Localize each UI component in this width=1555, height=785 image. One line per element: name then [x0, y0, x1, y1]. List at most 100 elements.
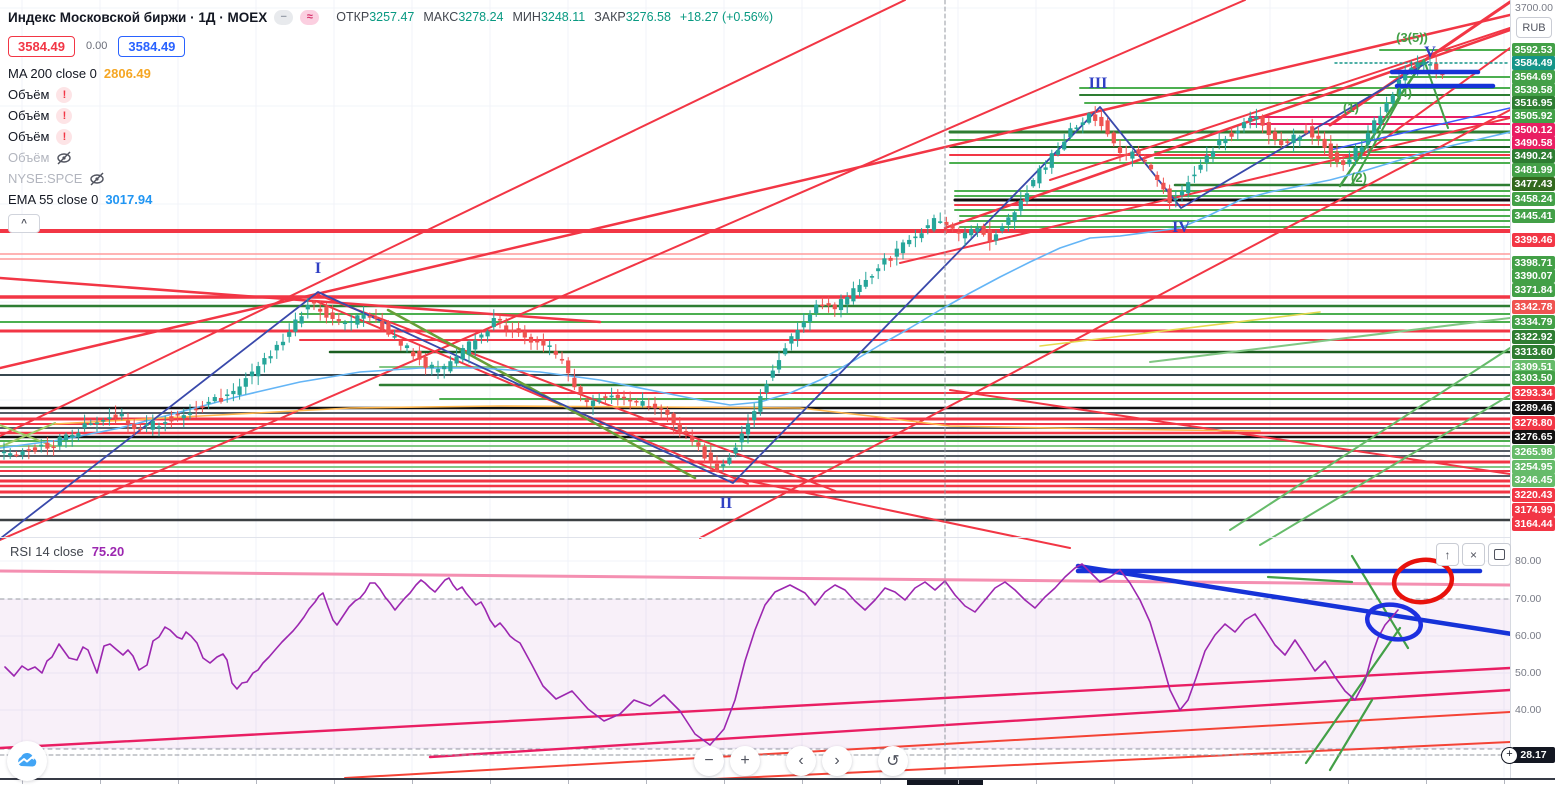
candle-body — [107, 417, 112, 419]
high-value: 3278.24 — [458, 10, 504, 24]
chart-plot-area[interactable]: I II III IV V (3(5)) (4) (1) (2) — [0, 0, 1510, 785]
candle-body — [1080, 122, 1085, 126]
candle-body — [510, 329, 515, 332]
rsi-red-line — [649, 741, 1510, 783]
scroll-left-button[interactable]: ‹ — [786, 746, 816, 776]
candle-body — [1254, 116, 1259, 120]
zoom-in-button[interactable]: + — [730, 746, 760, 776]
price-axis-label: 3505.92 — [1512, 109, 1555, 123]
candle-body — [1334, 152, 1340, 163]
price-axis-label: 3445.41 — [1512, 209, 1555, 223]
error-icon[interactable]: ! — [56, 86, 73, 103]
move-pane-up-button[interactable]: ↑ — [1436, 543, 1459, 566]
approx-price-icon[interactable]: ≈ — [300, 9, 320, 25]
rsi-band — [0, 599, 1510, 749]
low-label: МИН — [512, 10, 541, 24]
candle-body — [938, 221, 943, 223]
price-axis-label: 3334.79 — [1512, 315, 1555, 329]
maximize-pane-button[interactable] — [1488, 543, 1511, 566]
rsi-axis-tick: 80.00 — [1515, 555, 1542, 567]
candle-body — [355, 315, 360, 325]
price-axis-label: 3592.53 — [1512, 43, 1555, 57]
indicator-ema55-label[interactable]: EMA 55 close 0 — [8, 192, 99, 207]
indicator-spce-label[interactable]: NYSE:SPCE — [8, 171, 83, 186]
candle-body — [318, 308, 323, 312]
symbol-title[interactable]: Индекс Московской биржи · 1Д · MOEX — [8, 9, 268, 25]
price-axis[interactable]: 3700.00 RUB 3592.53 3584.49 3564.69 3539.58… — [1501, 0, 1555, 785]
close-pane-button[interactable]: × — [1462, 543, 1485, 566]
candle-body — [287, 332, 292, 337]
open-label: ОТКР — [336, 10, 370, 24]
sell-button[interactable]: 3584.49 — [8, 35, 75, 57]
candle-body — [1186, 182, 1191, 194]
candle-body — [690, 436, 695, 442]
hand-drawn-blue-circle — [1364, 602, 1424, 642]
candle-body — [330, 312, 335, 319]
reset-chart-button[interactable]: ↺ — [878, 746, 908, 776]
candle-body — [566, 360, 571, 374]
buy-button[interactable]: 3584.49 — [118, 35, 186, 57]
time-axis-tick — [1270, 780, 1271, 784]
candle-body — [1310, 126, 1315, 138]
indicator-volume3-label[interactable]: Объём — [8, 129, 50, 144]
time-axis[interactable] — [0, 778, 1555, 785]
candle-body — [789, 336, 794, 344]
price-axis-label: 3584.49 — [1512, 56, 1555, 70]
rsi-label[interactable]: RSI 14 close — [10, 544, 84, 559]
change-value: +18.27 (+0.56%) — [679, 10, 774, 24]
candle-body — [993, 234, 999, 241]
time-axis-tick — [1348, 780, 1349, 784]
indicator-volume2-label[interactable]: Объём — [8, 108, 50, 123]
candle-body — [683, 431, 689, 433]
price-axis-label: 3371.84 — [1512, 283, 1555, 297]
price-axis-label: 3303.50 — [1512, 371, 1555, 385]
candle-body — [1024, 193, 1030, 202]
rsi-pink-line — [0, 569, 1510, 587]
price-axis-label: 3490.58 — [1512, 136, 1555, 150]
price-axis-label: 3398.71 — [1512, 256, 1555, 270]
eye-off-icon[interactable] — [56, 150, 72, 166]
error-icon[interactable]: ! — [56, 128, 73, 145]
candle-body — [975, 227, 980, 232]
candle-body — [1260, 116, 1265, 126]
rsi-thick-blue-line — [1075, 563, 1510, 636]
indicator-ma200-label[interactable]: MA 200 close 0 — [8, 66, 97, 81]
candle-body — [26, 449, 31, 451]
candle-body — [293, 319, 298, 332]
candle-body — [845, 297, 850, 305]
scroll-right-button[interactable]: › — [822, 746, 852, 776]
collapse-legend-icon[interactable]: − — [274, 9, 294, 25]
trend-line — [1229, 347, 1510, 531]
candle-body — [1359, 147, 1364, 152]
time-axis-tick — [1426, 780, 1427, 784]
error-icon[interactable]: ! — [56, 107, 73, 124]
trend-line — [0, 0, 1246, 541]
candle-body — [1285, 141, 1290, 143]
time-axis-tick — [334, 780, 335, 784]
candle-body — [20, 451, 25, 455]
add-alert-icon[interactable]: + — [1501, 747, 1518, 764]
candle-body — [721, 464, 726, 467]
indicator-volume4-label[interactable]: Объём — [8, 150, 50, 165]
zoom-out-button[interactable]: − — [694, 746, 724, 776]
candle-body — [1223, 138, 1228, 144]
candle-body — [535, 340, 540, 343]
wave-label: I — [315, 260, 321, 277]
currency-button[interactable]: RUB — [1516, 17, 1552, 38]
candle-body — [125, 420, 131, 424]
collapse-indicators-button[interactable]: ^ — [8, 214, 40, 233]
price-axis-label: 3164.44 — [1512, 517, 1555, 531]
eye-off-icon[interactable] — [89, 171, 105, 187]
candle-body — [8, 453, 13, 456]
price-axis-label: 3278.80 — [1512, 416, 1555, 430]
candle-body — [900, 242, 906, 254]
tradingview-logo[interactable] — [7, 741, 47, 781]
candle-body — [776, 360, 782, 370]
indicator-volume1-label[interactable]: Объём — [8, 87, 50, 102]
candle-body — [646, 405, 651, 408]
candle-body — [1111, 132, 1116, 144]
rsi-value: 75.20 — [91, 544, 125, 559]
wave-sub-label: (3(5)) — [1396, 30, 1428, 45]
time-axis-tick — [880, 780, 881, 784]
